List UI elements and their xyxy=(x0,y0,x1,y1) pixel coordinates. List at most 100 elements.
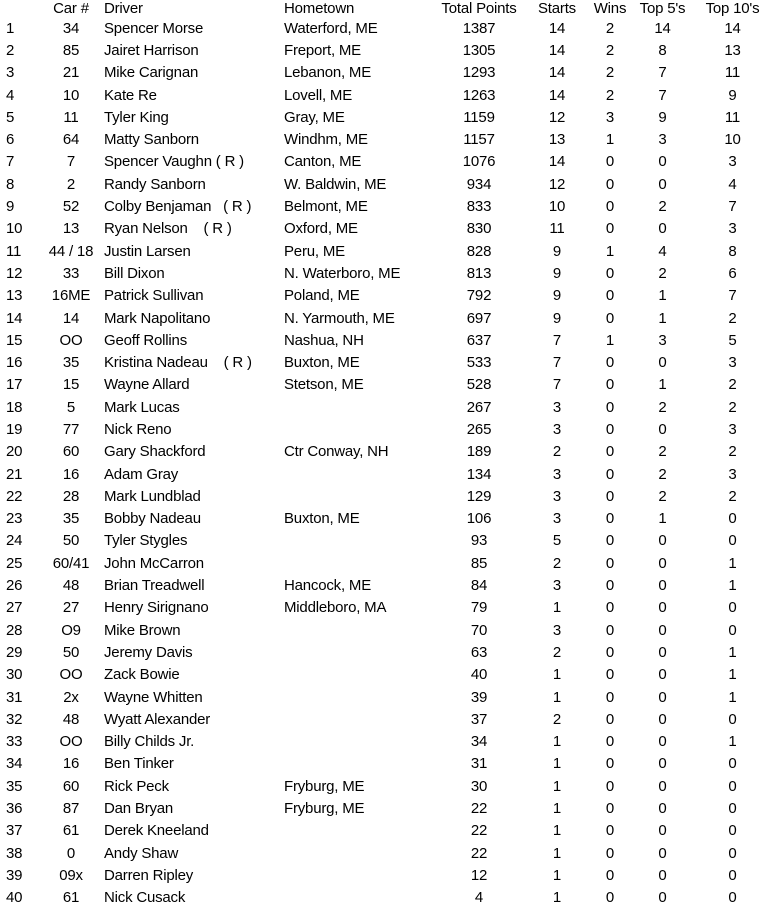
driver-cell: Matty Sanborn xyxy=(104,131,199,149)
starts-cell: 1 xyxy=(552,688,562,706)
top10s-cell: 3 xyxy=(728,354,737,372)
rank-cell: 17 xyxy=(6,376,23,394)
car-number-cell: 60/41 xyxy=(52,554,90,572)
starts-cell: 11 xyxy=(549,220,565,238)
table-row: 36 87 Dan Bryan Fryburg, ME 22 1 0 0 0 xyxy=(0,797,770,819)
rank-cell: 20 xyxy=(6,443,23,461)
wins-cell: 1 xyxy=(605,331,615,349)
car-number-cell: 7 xyxy=(66,153,76,171)
top5s-cell: 2 xyxy=(658,443,667,461)
driver-cell: Bill Dixon xyxy=(104,264,165,282)
wins-cell: 2 xyxy=(605,41,615,59)
total-points-cell: 4 xyxy=(474,889,484,907)
car-number-cell: 48 xyxy=(62,710,80,728)
driver-cell: Kate Re xyxy=(104,86,157,104)
driver-cell: Wayne Allard xyxy=(104,376,190,394)
hometown-cell: Buxton, ME xyxy=(284,510,360,528)
total-points-cell: 528 xyxy=(466,376,492,394)
hometown-cell xyxy=(282,530,434,552)
rank-cell: 27 xyxy=(6,599,23,617)
driver-cell: Derek Kneeland xyxy=(104,822,209,840)
car-number-cell: 77 xyxy=(62,420,80,438)
starts-cell: 1 xyxy=(552,800,562,818)
driver-cell: Jeremy Davis xyxy=(104,643,193,661)
top5s-cell: 1 xyxy=(658,376,667,394)
starts-cell: 14 xyxy=(548,41,566,59)
top5s-cell: 9 xyxy=(658,108,667,126)
hometown-cell xyxy=(282,396,434,418)
car-number-cell: 44 / 18 xyxy=(48,242,94,260)
col-header-wins: Wins xyxy=(593,0,627,17)
car-number-cell: 48 xyxy=(62,577,80,595)
hometown-cell xyxy=(282,641,434,663)
starts-cell: 1 xyxy=(552,666,562,684)
top10s-cell: 3 xyxy=(728,153,737,171)
driver-cell: Brian Treadwell xyxy=(104,577,205,595)
wins-cell: 3 xyxy=(605,108,615,126)
top5s-cell: 0 xyxy=(658,354,667,372)
wins-cell: 2 xyxy=(605,64,615,82)
top10s-cell: 1 xyxy=(728,643,737,661)
rank-cell: 15 xyxy=(6,331,23,349)
starts-cell: 2 xyxy=(552,443,562,461)
total-points-cell: 1387 xyxy=(462,19,496,37)
col-header-total-points: Total Points xyxy=(441,0,517,17)
driver-cell: Tyler King xyxy=(104,108,169,126)
hometown-cell: Lovell, ME xyxy=(284,86,353,104)
starts-cell: 7 xyxy=(552,376,562,394)
wins-cell: 0 xyxy=(605,889,615,907)
rank-cell: 32 xyxy=(6,710,23,728)
car-number-cell: 85 xyxy=(62,41,80,59)
top10s-cell: 3 xyxy=(728,220,737,238)
driver-cell: Ryan Nelson ( R ) xyxy=(104,220,232,238)
wins-cell: 0 xyxy=(605,866,615,884)
car-number-cell: 60 xyxy=(62,777,80,795)
top10s-cell: 1 xyxy=(728,577,737,595)
total-points-cell: 22 xyxy=(470,822,488,840)
car-number-cell: 10 xyxy=(62,86,80,104)
top5s-cell: 0 xyxy=(658,599,667,617)
top5s-cell: 0 xyxy=(658,420,667,438)
car-number-cell: 60 xyxy=(62,443,80,461)
table-row: 30 OO Zack Bowie 40 1 0 0 1 xyxy=(0,664,770,686)
wins-cell: 0 xyxy=(605,777,615,795)
top10s-cell: 2 xyxy=(728,443,737,461)
standings-body: 1 34 Spencer Morse Waterford, ME 1387 14 2 14 14… xyxy=(0,17,770,909)
top5s-cell: 0 xyxy=(658,822,667,840)
top5s-cell: 0 xyxy=(658,666,667,684)
rank-cell: 24 xyxy=(6,532,23,550)
top10s-cell: 0 xyxy=(728,844,737,862)
top10s-cell: 2 xyxy=(728,487,737,505)
total-points-cell: 12 xyxy=(470,866,488,884)
driver-cell: Kristina Nadeau ( R ) xyxy=(104,354,252,372)
total-points-cell: 813 xyxy=(466,264,492,282)
starts-cell: 10 xyxy=(548,198,566,216)
top5s-cell: 0 xyxy=(658,175,667,193)
wins-cell: 0 xyxy=(605,175,615,193)
table-row: 18 5 Mark Lucas 267 3 0 2 2 xyxy=(0,396,770,418)
top5s-cell: 2 xyxy=(658,398,667,416)
hometown-cell xyxy=(282,418,434,440)
car-number-cell: 27 xyxy=(62,599,80,617)
top10s-cell: 0 xyxy=(728,532,737,550)
col-header-driver: Driver xyxy=(104,0,143,17)
total-points-cell: 22 xyxy=(470,844,488,862)
rank-cell: 11 xyxy=(6,242,22,260)
total-points-cell: 792 xyxy=(466,287,492,305)
top10s-cell: 1 xyxy=(728,666,737,684)
table-row: 26 48 Brian Treadwell Hancock, ME 84 3 0 0 1 xyxy=(0,574,770,596)
car-number-cell: OO xyxy=(59,733,83,751)
col-header-top10s: Top 10's xyxy=(705,0,760,17)
col-header-hometown: Hometown xyxy=(284,0,355,17)
starts-cell: 2 xyxy=(552,554,562,572)
driver-cell: Mark Napolitano xyxy=(104,309,211,327)
rank-cell: 2 xyxy=(6,41,15,59)
wins-cell: 0 xyxy=(605,666,615,684)
car-number-cell: 35 xyxy=(62,510,80,528)
rank-cell: 3 xyxy=(6,64,15,82)
rank-cell: 37 xyxy=(6,822,23,840)
starts-cell: 1 xyxy=(552,599,562,617)
top10s-cell: 2 xyxy=(728,309,737,327)
hometown-cell: Gray, ME xyxy=(284,108,345,126)
total-points-cell: 697 xyxy=(466,309,492,327)
